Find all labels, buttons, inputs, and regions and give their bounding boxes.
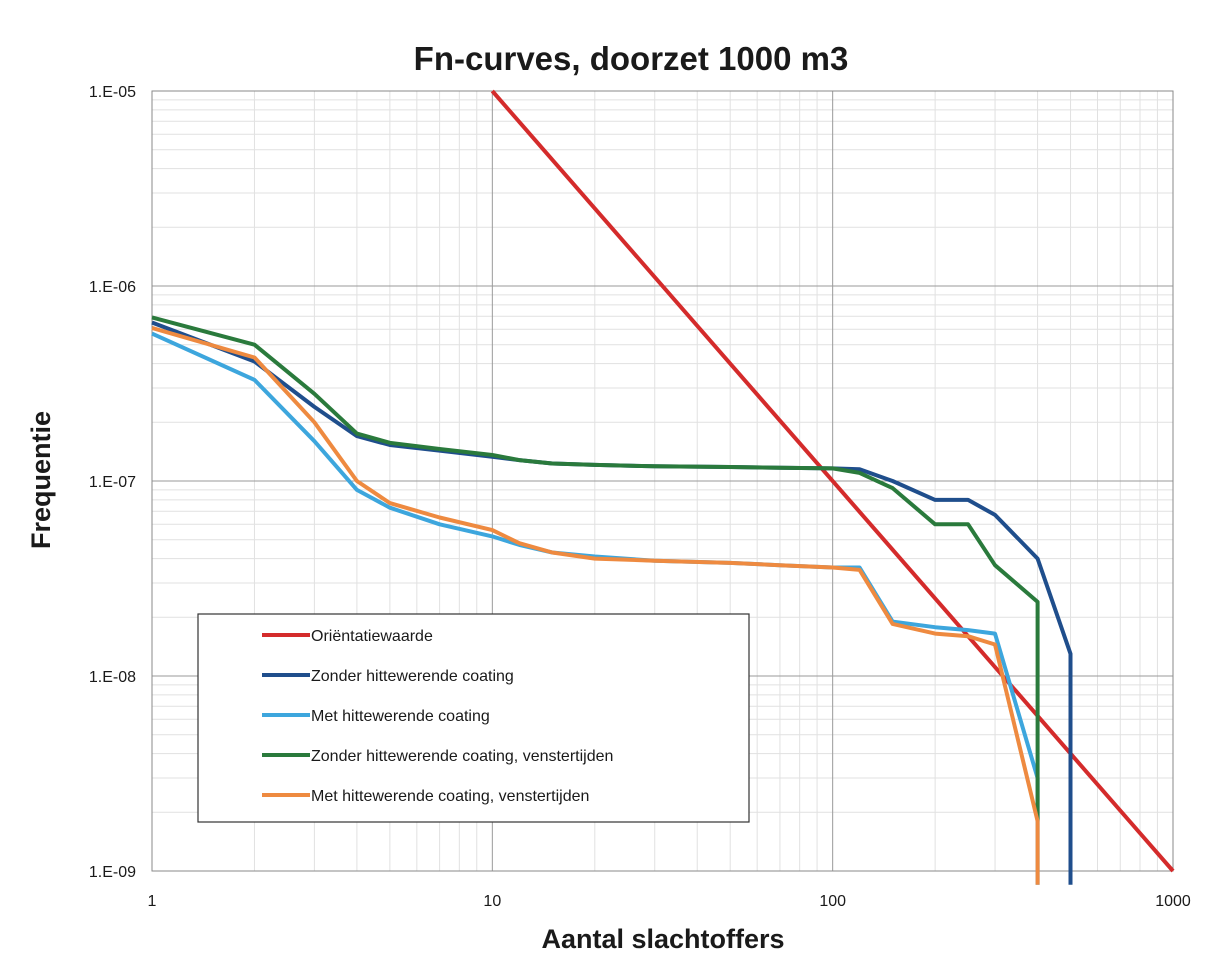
y-tick-label: 1.E-06 bbox=[89, 279, 136, 296]
legend-label: Zonder hittewerende coating bbox=[311, 668, 514, 685]
x-tick-labels: 1 10 100 1000 bbox=[148, 893, 1191, 910]
series-lines bbox=[151, 89, 1175, 885]
legend-items: Oriëntatiewaarde Zonder hittewerende coat… bbox=[262, 628, 613, 805]
x-tick-label: 1000 bbox=[1155, 893, 1191, 910]
legend-label: Met hittewerende coating, venstertijden bbox=[311, 788, 589, 805]
x-axis-title: Aantal slachtoffers bbox=[541, 924, 784, 954]
chart-title: Fn-curves, doorzet 1000 m3 bbox=[414, 40, 849, 77]
y-tick-label: 1.E-07 bbox=[89, 474, 136, 491]
legend-label: Oriëntatiewaarde bbox=[311, 628, 433, 645]
x-tick-label: 1 bbox=[148, 893, 157, 910]
series-line bbox=[151, 325, 1040, 885]
legend-label: Met hittewerende coating bbox=[311, 708, 490, 725]
legend: Oriëntatiewaarde Zonder hittewerende coat… bbox=[197, 613, 750, 823]
y-axis-title: Frequentie bbox=[26, 411, 56, 549]
y-tick-labels: 1.E-05 1.E-06 1.E-07 1.E-08 1.E-09 bbox=[89, 84, 136, 881]
y-tick-label: 1.E-09 bbox=[89, 864, 136, 881]
legend-label: Zonder hittewerende coating, venstertijd… bbox=[311, 748, 613, 765]
plot-area-border bbox=[151, 90, 1174, 872]
series-line bbox=[151, 315, 1040, 822]
y-tick-label: 1.E-05 bbox=[89, 84, 136, 101]
y-tick-label: 1.E-08 bbox=[89, 669, 136, 686]
x-tick-label: 100 bbox=[819, 893, 846, 910]
legend-box bbox=[197, 613, 750, 823]
series-line bbox=[490, 89, 1175, 873]
x-tick-label: 10 bbox=[483, 893, 501, 910]
